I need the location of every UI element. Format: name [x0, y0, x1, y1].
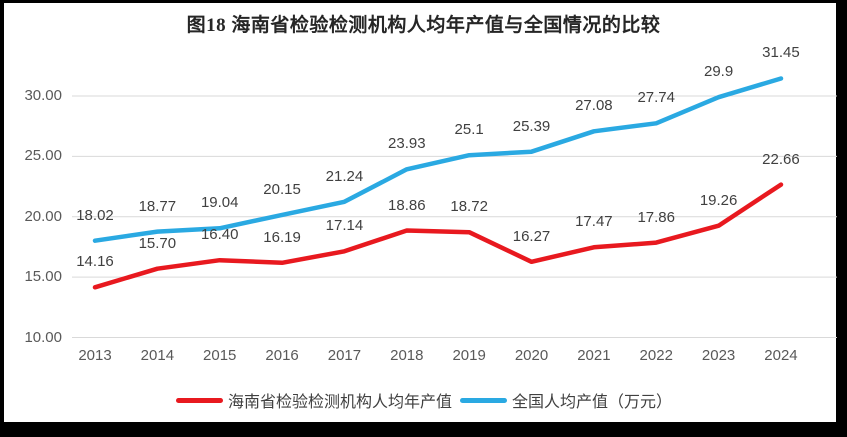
- data-label-national-2015: 19.04: [200, 194, 239, 212]
- data-label-hainan-2018: 18.86: [388, 196, 426, 214]
- x-tick-2020: 2020: [514, 347, 549, 364]
- data-label-hainan-2017: 17.14: [325, 217, 364, 235]
- x-tick-2023: 2023: [701, 347, 736, 364]
- x-tick-2019: 2019: [452, 347, 486, 364]
- y-tick-10: 10.00: [24, 328, 62, 346]
- hainan-line-swatch: [176, 397, 223, 403]
- x-tick-2024: 2024: [764, 347, 798, 364]
- y-tick-15: 15.00: [24, 268, 62, 286]
- data-label-hainan-2014: 15.70: [138, 234, 177, 252]
- data-label-national-2014: 18.77: [138, 197, 177, 215]
- legend-label-hainan: 海南省检验检测机构人均年产值: [228, 394, 453, 411]
- chart-title: 图18 海南省检验检测机构人均年产值与全国情况的比较: [186, 15, 661, 36]
- legend-label-national: 全国人均产值（万元）: [512, 394, 673, 411]
- x-tick-2016: 2016: [265, 347, 299, 364]
- legend-item-hainan: 海南省检验检测机构人均年产值: [176, 388, 452, 412]
- data-label-hainan-2023: 19.26: [699, 191, 738, 209]
- data-label-national-2013: 18.02: [76, 206, 114, 224]
- hainan-line-series: [92, 182, 784, 290]
- data-label-national-2018: 23.93: [388, 135, 426, 153]
- y-tick-25: 25.00: [24, 147, 62, 165]
- data-label-national-2020: 25.39: [512, 117, 551, 135]
- data-label-hainan-2019: 18.72: [450, 198, 488, 216]
- data-label-national-2021: 27.08: [575, 97, 613, 115]
- frame-edge-bottom: [0, 422, 847, 437]
- data-label-hainan-2016: 16.19: [263, 228, 301, 246]
- frame-edge-top: [0, 0, 847, 3]
- data-label-national-2017: 21.24: [325, 167, 364, 185]
- legend-item-national: 全国人均产值（万元）: [460, 388, 672, 412]
- legend: 海南省检验检测机构人均年产值 全国人均产值（万元）: [176, 388, 672, 412]
- x-tick-2021: 2021: [577, 347, 611, 364]
- data-label-hainan-2022: 17.86: [637, 208, 675, 226]
- data-label-hainan-2024: 22.66: [762, 150, 800, 168]
- x-tick-2018: 2018: [390, 347, 424, 364]
- x-tick-2015: 2015: [203, 347, 237, 364]
- data-label-hainan-2021: 17.47: [575, 213, 613, 231]
- frame-edge-left: [0, 0, 4, 437]
- data-label-national-2016: 20.15: [263, 180, 301, 198]
- x-tick-2014: 2014: [140, 347, 175, 364]
- data-label-hainan-2015: 16.40: [200, 226, 239, 244]
- y-tick-20: 20.00: [24, 207, 62, 225]
- data-label-hainan-2020: 16.27: [512, 227, 551, 245]
- x-tick-2013: 2013: [78, 347, 112, 364]
- national-line-series: [92, 76, 784, 243]
- data-label-national-2019: 25.1: [454, 121, 484, 139]
- x-tick-2022: 2022: [639, 347, 673, 364]
- data-label-national-2023: 29.9: [703, 63, 734, 81]
- data-label-hainan-2013: 14.16: [76, 253, 114, 271]
- data-label-national-2024: 31.45: [762, 44, 800, 62]
- frame-edge-right: [836, 0, 847, 437]
- y-tick-30: 30.00: [24, 87, 62, 104]
- national-line-swatch: [460, 397, 508, 403]
- x-tick-2017: 2017: [327, 347, 362, 364]
- data-label-national-2022: 27.74: [637, 89, 675, 107]
